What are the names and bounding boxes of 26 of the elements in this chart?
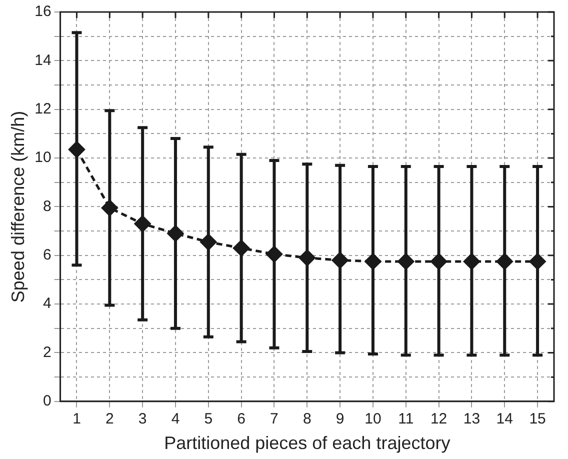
x-tick-label: 3 — [138, 410, 147, 428]
x-tick-label: 10 — [364, 410, 382, 428]
y-tick-label: 2 — [42, 344, 52, 361]
x-tick-label: 6 — [237, 410, 246, 428]
x-tick-label: 7 — [270, 410, 278, 428]
x-tick-label: 12 — [430, 410, 448, 428]
y-tick-label: 6 — [42, 246, 52, 264]
x-tick-label: 13 — [463, 410, 480, 428]
x-axis-title: Partitioned pieces of each trajectory — [164, 433, 450, 454]
y-tick-label: 8 — [42, 198, 52, 215]
x-tick-label: 11 — [398, 410, 414, 428]
y-tick-label: 16 — [34, 3, 52, 20]
x-tick-label: 9 — [336, 410, 344, 428]
x-tick-label: 2 — [105, 410, 114, 428]
y-tick-label: 14 — [34, 52, 52, 69]
y-tick-label: 12 — [34, 100, 52, 118]
x-tick-label: 15 — [529, 410, 546, 428]
x-tick-label: 1 — [72, 410, 81, 428]
x-tick-label: 8 — [302, 410, 312, 428]
y-tick-label: 4 — [42, 295, 52, 312]
y-tick-label: 0 — [42, 392, 52, 410]
x-tick-label: 5 — [204, 410, 213, 428]
x-tick-label: 14 — [496, 410, 513, 428]
y-axis-title: Speed difference (km/h) — [8, 110, 28, 303]
y-tick-label: 10 — [34, 149, 52, 166]
x-tick-label: 4 — [171, 410, 180, 428]
